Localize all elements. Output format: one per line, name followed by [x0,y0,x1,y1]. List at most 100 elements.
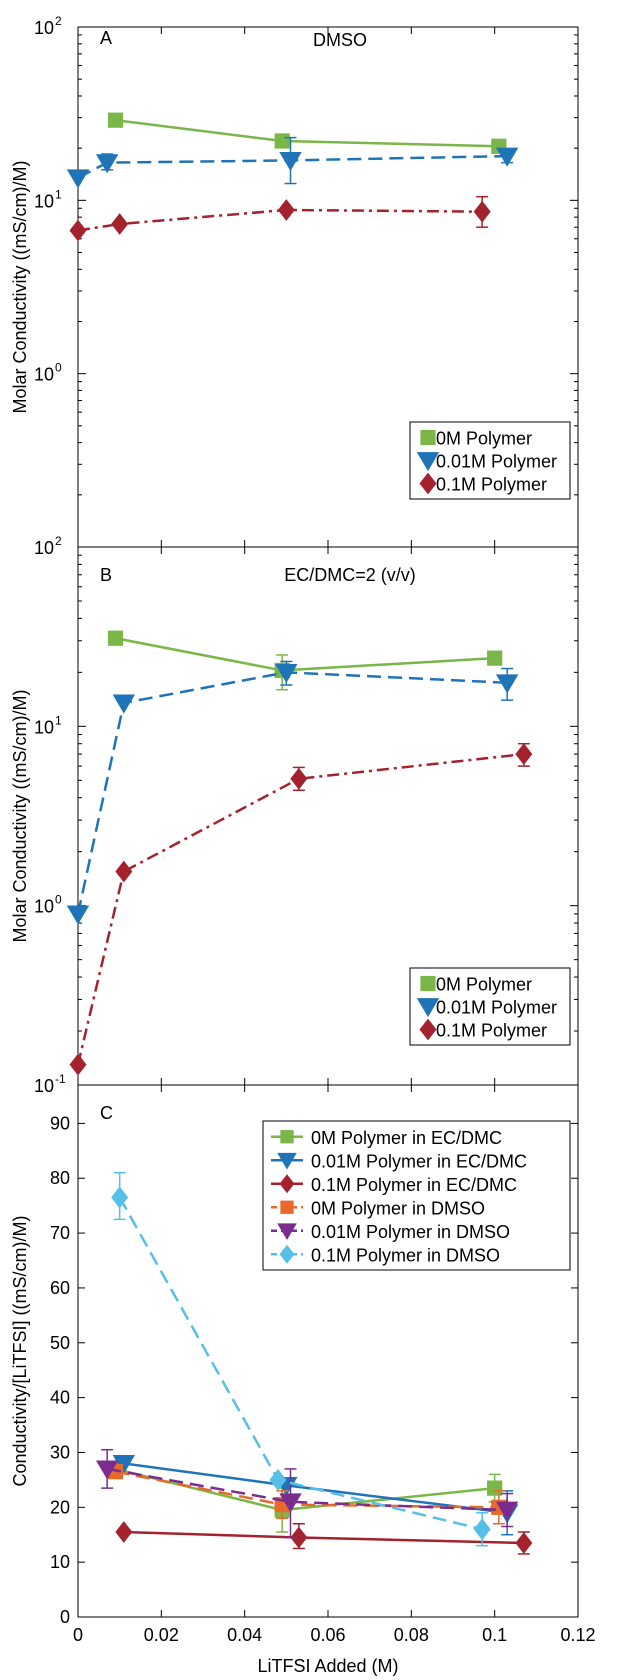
panel-a-legend: 0M Polymer 0.01M Polymer 0.1M Polymer [409,421,571,500]
series-line [77,208,483,232]
series-1 [66,660,519,925]
panel-c-x-axis-label: LiTFSI Added (M) [257,1656,398,1676]
data-point [95,1460,119,1480]
series-0 [107,1461,503,1533]
y-tick-label: 60 [50,1278,70,1298]
y-tick-label-exponent: 1 [55,713,62,727]
data-point [495,1501,519,1521]
y-tick-label: 10 [34,538,54,558]
data-point [107,112,124,128]
x-tick-label: 0 [73,1625,83,1645]
legend-box [262,1120,571,1271]
legend-label: 0.01M Polymer [436,452,557,472]
panel-c-letter: C [100,1103,113,1123]
legend-label: 0M Polymer in DMSO [311,1198,485,1218]
series-line [115,118,499,148]
legend-label: 0M Polymer [436,429,532,449]
data-point [66,905,90,925]
data-point [473,1518,491,1541]
legend-label: 0.01M Polymer in DMSO [311,1222,510,1242]
legend-marker [279,1174,295,1194]
data-point [274,133,290,149]
legend-marker [279,1244,295,1264]
data-point [279,1493,302,1513]
y-tick-label-exponent: 0 [55,893,62,907]
panel-b-letter: B [100,565,112,585]
data-point [495,147,519,167]
data-point [487,1480,503,1496]
y-tick-label-exponent: 2 [55,534,62,548]
y-tick-label-exponent: 2 [55,14,62,28]
x-tick-label: 0.08 [394,1625,429,1645]
y-tick-label-exponent: 0 [55,361,62,375]
data-point [107,630,124,646]
series-0 [107,112,507,154]
panel-b-title: EC/DMC=2 (v/v) [284,565,416,585]
panel-a-series [66,112,519,242]
series-5 [111,1172,491,1547]
y-tick-label: 10 [34,1076,54,1096]
data-point [279,151,302,172]
y-tick-label: 40 [50,1388,70,1408]
y-tick-label: 10 [34,18,54,38]
panel-c-y-axis-label: Conductivity/[LiTFSI] ((mS/cm)/M) [10,1215,30,1486]
legend-box [409,421,571,500]
series-line [76,752,524,1065]
y-tick-label-exponent: -1 [55,1072,66,1086]
data-point [290,767,308,790]
x-tick-label: 0.02 [144,1625,179,1645]
data-point [269,1469,287,1491]
series-2 [69,742,533,1076]
data-point [69,219,87,242]
series-1 [66,136,519,189]
data-point [515,1532,533,1554]
legend-marker [280,1200,294,1214]
y-tick-label: 90 [50,1113,70,1133]
series-line [76,671,508,915]
legend-label: 0.01M Polymer in EC/DMC [311,1151,527,1171]
data-point [495,674,519,694]
series-2 [69,195,491,242]
legend-marker [277,1223,297,1241]
x-tick-label: 0.12 [560,1625,595,1645]
panel-c: 0 0.02 0.04 0.06 0.08 0.1 0.12 0 10 20 30 40 50 60 70 8… [10,1084,596,1676]
data-point [69,1053,87,1076]
legend-label: 0.1M Polymer in DMSO [311,1245,500,1265]
y-tick-label: 30 [50,1442,70,1462]
data-point [290,1526,308,1549]
y-tick-label-exponent: 1 [55,187,62,201]
panel-c-legend: 0M Polymer in EC/DMC 0.01M Polymer in EC/… [262,1120,571,1271]
data-point [473,200,491,223]
series-2 [115,1521,533,1555]
series-4 [95,1448,519,1539]
x-tick-label: 0.06 [310,1625,345,1645]
panel-b-legend: 0M Polymer 0.01M Polymer 0.1M Polymer [409,967,571,1046]
data-point [112,694,136,714]
x-tick-label: 0.1 [482,1625,507,1645]
legend-marker [280,1130,294,1144]
panel-c-series [95,1172,533,1555]
legend-label: 0.1M Polymer in EC/DMC [311,1175,517,1195]
data-point [115,860,133,883]
legend-marker [420,429,436,446]
legend-box [409,967,571,1046]
data-point [515,743,533,765]
y-tick-label: 80 [50,1168,70,1188]
data-point [112,1455,136,1475]
legend-marker [416,998,440,1018]
data-point [111,213,129,235]
panel-a-y-axis-label: Molar Conductivity ((mS/cm)/M) [10,160,30,413]
data-point [115,1521,133,1543]
y-tick-label: 10 [34,717,54,737]
panel-b-y-axis-label: Molar Conductivity ((mS/cm)/M) [10,689,30,942]
x-tick-label: 0.04 [227,1625,262,1645]
y-tick-label: 50 [50,1333,70,1353]
legend-marker [420,975,436,992]
data-point [95,154,119,174]
panel-c-axes: 0 0.02 0.04 0.06 0.08 0.1 0.12 0 10 20 30 40 50 60 70 8… [50,1084,596,1645]
legend-marker [419,472,437,495]
y-tick-label: 10 [34,365,54,385]
